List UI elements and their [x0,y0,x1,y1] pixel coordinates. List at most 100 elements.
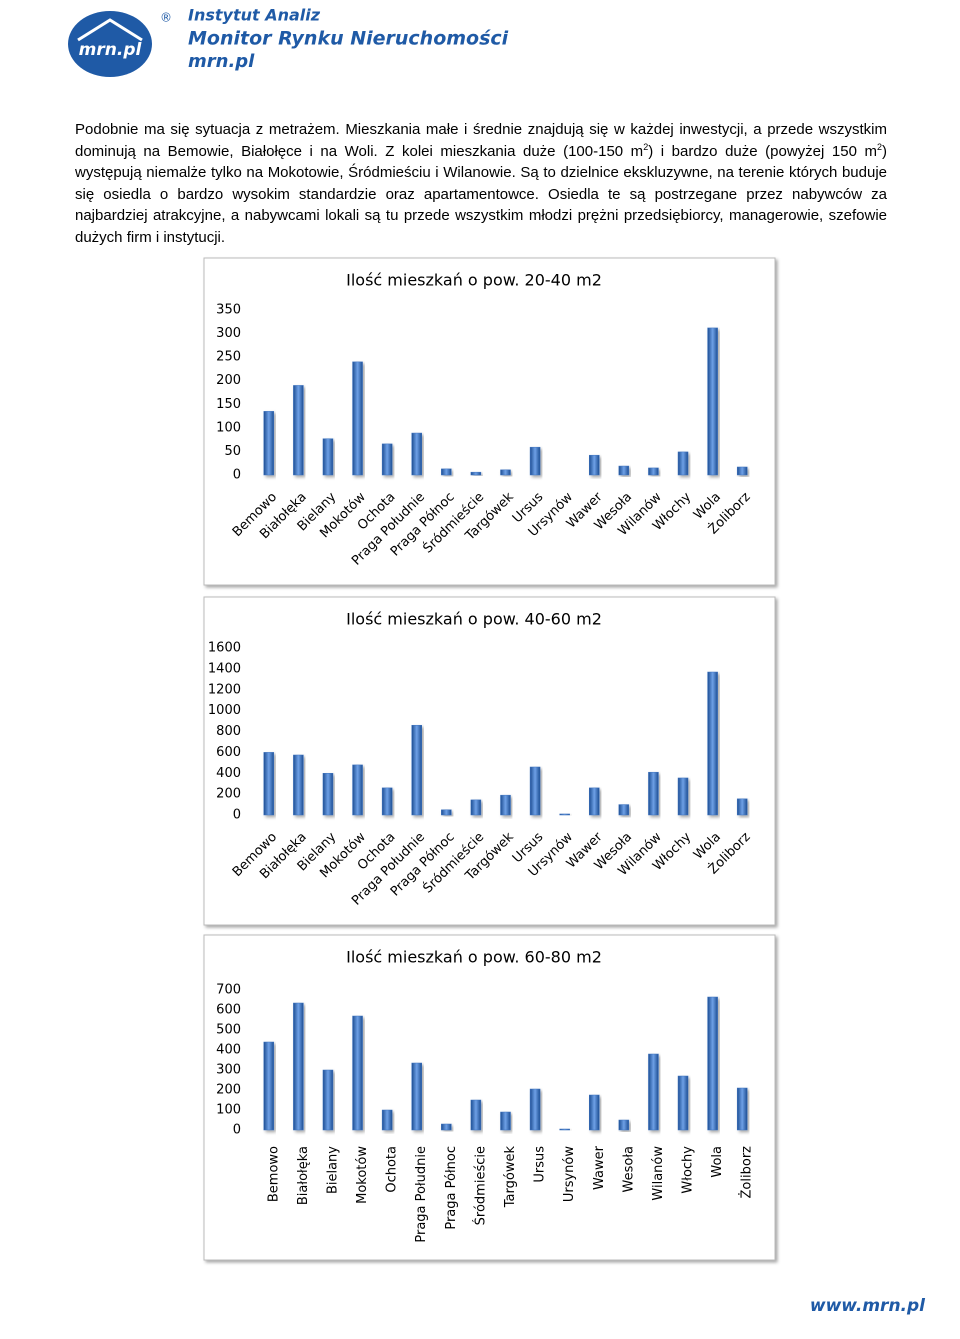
y-tick-label: 200 [216,1083,241,1098]
y-tick-label: 50 [224,444,241,459]
bar [293,385,304,476]
chart: Ilość mieszkań o pow. 40-60 m2 0 200 400 600… [203,596,776,926]
bar [618,465,630,476]
bar [677,451,689,476]
bar [381,443,393,476]
bar [736,466,748,476]
bar [500,794,511,816]
x-tick-label: Żoliborz [739,1146,755,1199]
bar [529,1088,541,1131]
bar [322,438,334,476]
superscript: 2 [643,141,649,152]
bar [707,327,718,476]
text: ) i bardzo duże (powyżej 150 m [648,142,877,160]
bar [529,446,541,476]
logo-text: mrn.pl [79,40,143,60]
bar [263,752,275,816]
bar [648,1053,659,1131]
y-tick-label: 1000 [208,703,241,718]
bar [648,771,659,816]
bar [411,724,422,816]
y-tick-label: 200 [216,787,241,802]
x-tick-label: Śródmieście [472,1146,488,1225]
superscript: 2 [877,141,883,152]
chart: Ilość mieszkań o pow. 20-40 m2 0 50 100 150 2… [203,257,776,586]
x-tick-label: Bielany [325,1146,340,1194]
x-tick-label: Ursynów [562,1146,577,1203]
paragraph: Podobnie ma się sytuacja z metrażem. Mie… [75,119,887,248]
y-tick-label: 0 [233,468,241,483]
bar [352,361,363,476]
x-tick-label: Ochota [385,1146,400,1193]
bar [589,454,600,476]
bar [322,1069,334,1131]
x-tick-label: Targówek [503,1146,518,1209]
y-tick-label: 700 [216,983,241,998]
y-tick-label: 400 [216,1043,241,1058]
y-tick-label: 150 [216,397,241,412]
x-tick-label: Białołęka [296,1146,311,1205]
bar [736,1087,748,1131]
bar [470,471,482,476]
y-tick-label: 1200 [208,682,241,697]
chart-title: Ilość mieszkań o pow. 20-40 m2 [346,271,602,290]
bar [500,469,511,476]
y-tick-label: 1600 [208,641,241,656]
x-tick-label: Wilanów [651,1146,666,1201]
bar [618,804,630,816]
logo: mrn.pl ® Instytut Analiz Monitor Rynku N… [68,6,509,77]
chart-frame [203,257,776,586]
bar [589,1094,600,1131]
chart-frame [203,934,776,1261]
header-line: Instytut Analiz [188,6,321,25]
y-tick-label: 300 [216,1063,241,1078]
y-tick-label: 600 [216,1003,241,1018]
x-tick-label: Praga Południe [414,1146,429,1243]
y-tick-label: 500 [216,1023,241,1038]
y-tick-label: 100 [216,1103,241,1118]
x-tick-label: Praga Północ [444,1146,459,1230]
bar [381,1109,393,1131]
chart-frame [203,596,776,926]
chart-title: Ilość mieszkań o pow. 60-80 m2 [346,948,602,967]
x-tick-label: Wesoła [621,1146,636,1192]
bar [352,764,363,816]
y-tick-label: 0 [233,1123,241,1138]
bar [293,754,304,816]
header-line: Monitor Rynku Nieruchomości [188,28,509,50]
y-tick-label: 0 [233,808,241,823]
x-tick-label: Ursus [533,1146,548,1183]
bar [707,671,718,816]
bar [618,1119,630,1131]
bar [381,787,393,816]
y-tick-label: 100 [216,420,241,435]
x-tick-label: Wola [710,1146,725,1178]
y-tick-label: 1400 [208,661,241,676]
x-tick-label: Mokotów [355,1146,370,1204]
y-tick-label: 300 [216,326,241,341]
footer: www.mrn.pl [810,1296,926,1316]
y-tick-label: 800 [216,724,241,739]
bar [736,798,748,816]
bar [500,1111,511,1131]
bar [263,411,275,476]
bar [441,468,452,476]
x-tick-label: Wawer [592,1145,607,1190]
registered: ® [160,11,172,25]
y-tick-label: 350 [216,303,241,318]
bar [677,1075,689,1131]
bar [411,1062,422,1131]
bar [411,432,422,476]
bar [648,467,659,476]
bar [441,809,452,816]
bar [529,766,541,816]
y-tick-label: 400 [216,766,241,781]
text: Podobnie ma się sytuacja z metrażem. Mie… [75,121,887,160]
chart: Ilość mieszkań o pow. 60-80 m2 0 100 200 300… [203,934,776,1261]
chart-title: Ilość mieszkań o pow. 40-60 m2 [346,610,602,629]
bar [352,1015,363,1131]
bar [559,813,570,816]
bar [707,996,718,1131]
